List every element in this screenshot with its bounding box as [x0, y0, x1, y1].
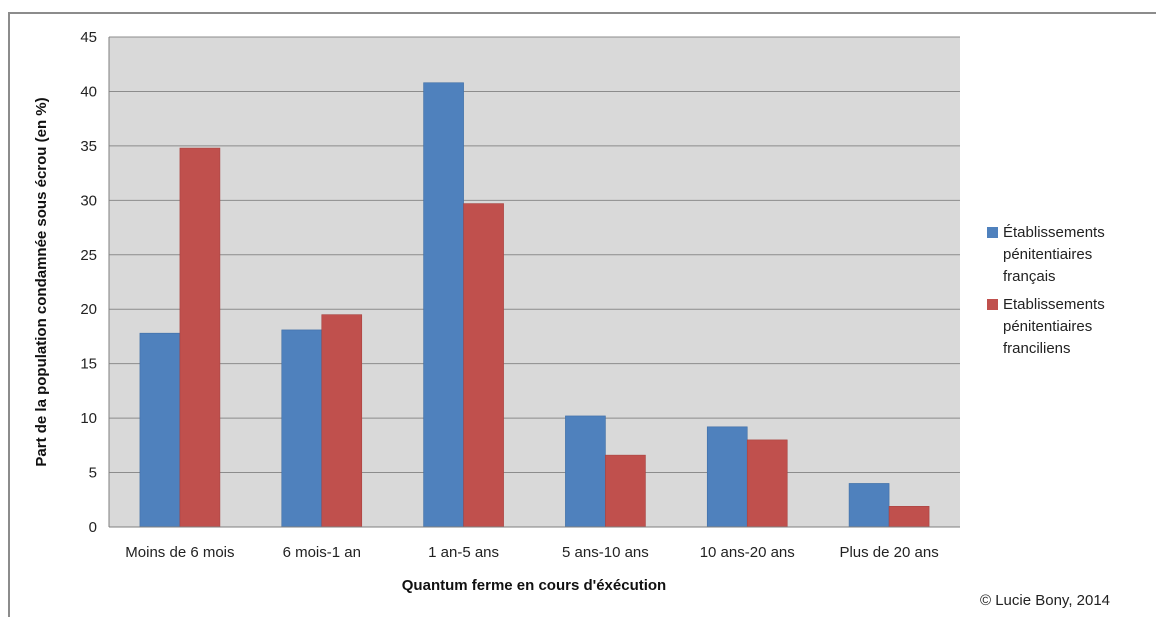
x-tick-label: 1 an-5 ans [428, 544, 499, 561]
legend-item: Etablissements pénitentiaires franciliens [985, 294, 1150, 360]
bar-francais [281, 329, 323, 528]
x-axis-title: Quantum ferme en cours d'éxécution [402, 577, 666, 594]
x-tick-labels: Moins de 6 mois 6 mois-1 an 1 an-5 ans 5 an… [125, 544, 938, 561]
x-tick-label: Moins de 6 mois [125, 544, 234, 561]
legend-label-line: français [1003, 268, 1056, 285]
bar-francais [565, 415, 606, 528]
y-tick-label: 45 [80, 29, 97, 46]
y-tick-label: 10 [80, 410, 97, 427]
legend-label-line: Établissements [1003, 224, 1105, 241]
bar-franciliens [746, 439, 788, 528]
gridlines [109, 36, 960, 474]
y-tick-label: 20 [80, 301, 97, 318]
legend: Établissements pénitentiaires français Etab… [985, 222, 1150, 366]
bar-francais [139, 332, 181, 528]
y-tick-label: 5 [89, 465, 97, 482]
bars [139, 82, 930, 528]
chart-frame [8, 12, 1156, 617]
legend-label-line: pénitentiaires [1003, 246, 1093, 263]
legend-swatch [987, 299, 998, 310]
bar-franciliens [888, 506, 930, 528]
copyright-credit: © Lucie Bony, 2014 [980, 592, 1111, 609]
legend-label-line: franciliens [1003, 340, 1071, 357]
bar-franciliens [321, 314, 363, 528]
y-tick-label: 15 [80, 356, 97, 373]
bar-franciliens [605, 454, 646, 528]
legend-label-line: Etablissements [1003, 296, 1105, 313]
bar-franciliens [463, 203, 504, 528]
y-tick-label: 25 [80, 247, 97, 264]
y-tick-label: 40 [80, 83, 97, 100]
x-tick-label: 6 mois-1 an [283, 544, 361, 561]
x-tick-label: 5 ans-10 ans [562, 544, 649, 561]
bar-franciliens [179, 147, 221, 528]
bar-francais [848, 483, 890, 528]
x-tick-label: 10 ans-20 ans [700, 544, 795, 561]
legend-swatch [987, 227, 998, 238]
x-tick-label: Plus de 20 ans [839, 544, 938, 561]
bar-francais [706, 426, 748, 528]
y-tick-label: 35 [80, 138, 97, 155]
y-tick-label: 30 [80, 192, 97, 209]
bar-francais [423, 82, 464, 528]
legend-item: Établissements pénitentiaires français [985, 222, 1150, 288]
y-tick-labels: 0 5 10 15 20 25 30 35 40 45 [80, 29, 97, 536]
legend-label-line: pénitentiaires [1003, 318, 1093, 335]
plot-area [109, 37, 960, 527]
y-axis-title: Part de la population condamnée sous écr… [33, 97, 50, 466]
y-tick-label: 0 [89, 519, 97, 536]
